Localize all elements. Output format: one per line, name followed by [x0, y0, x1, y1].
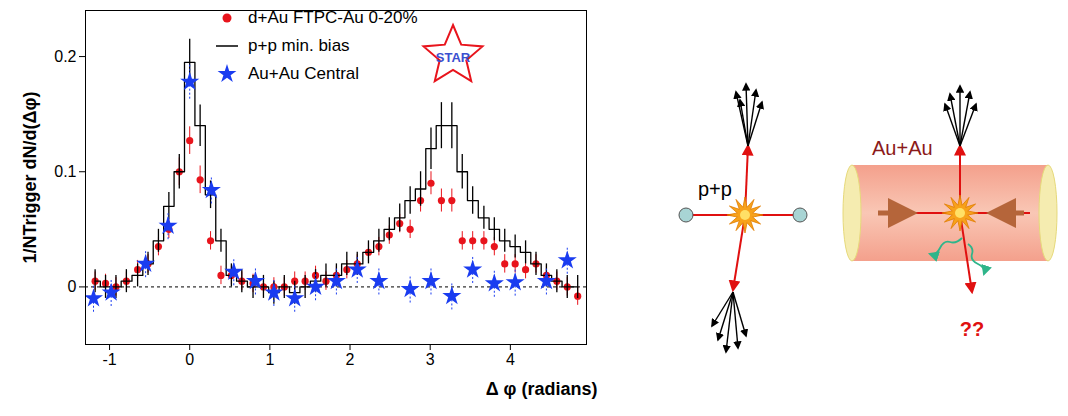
svg-text:Au+Au: Au+Au	[872, 137, 933, 159]
html-text:p+p min. bias: p+p min. bias	[248, 36, 350, 55]
html-text:Au+Au Central: Au+Au Central	[248, 64, 359, 83]
svg-text:4: 4	[506, 351, 515, 368]
svg-text:??: ??	[960, 318, 984, 340]
svg-text:-1: -1	[102, 351, 116, 368]
svg-text:STAR: STAR	[436, 50, 471, 65]
svg-text:0.2: 0.2	[54, 48, 76, 65]
svg-text:0.1: 0.1	[54, 163, 76, 180]
svg-text:1: 1	[265, 351, 274, 368]
svg-text:2: 2	[346, 351, 355, 368]
svg-text:p+p: p+p	[698, 178, 732, 200]
svg-text:0: 0	[185, 351, 194, 368]
svg-text:1/NTrigger dN/d(Δφ): 1/NTrigger dN/d(Δφ)	[20, 92, 40, 264]
svg-text:Δ φ (radians): Δ φ (radians)	[486, 379, 598, 399]
html-text:d+Au FTPC-Au 0-20%: d+Au FTPC-Au 0-20%	[248, 8, 418, 27]
svg-text:0: 0	[68, 278, 77, 295]
svg-text:3: 3	[426, 351, 435, 368]
